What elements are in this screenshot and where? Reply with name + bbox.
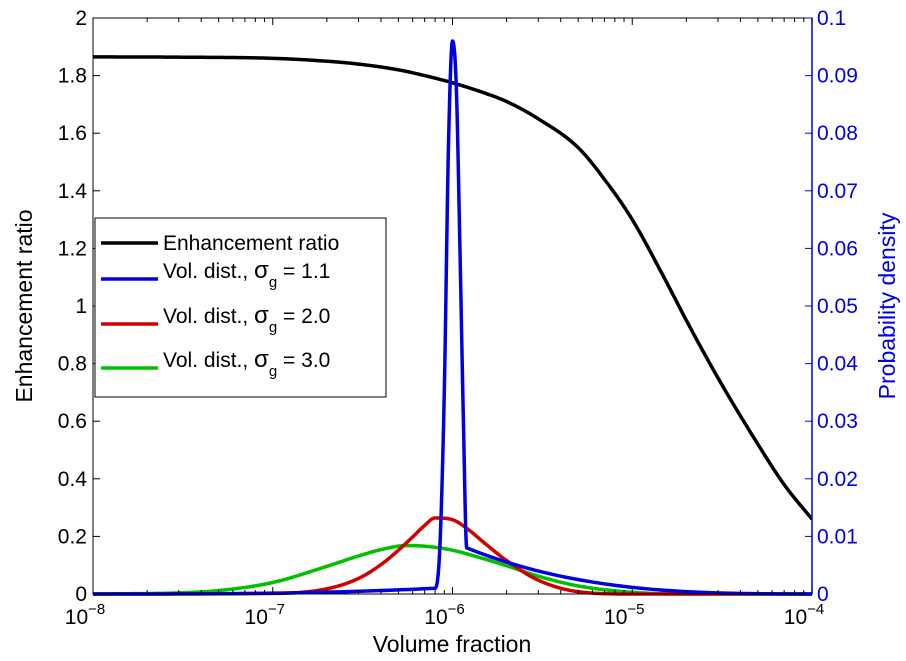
legend-label-1: Vol. dist., σg = 1.1 bbox=[163, 257, 330, 291]
x-tick-label-1: 10−7 bbox=[245, 601, 285, 629]
y-right-tick-label-1: 0.01 bbox=[817, 525, 858, 548]
x-axis: 10−8 10−7 10−6 10−5 10−4 bbox=[65, 18, 824, 629]
y-right-tick-label-2: 0.02 bbox=[817, 468, 858, 491]
y-left-tick-label-6: 1.2 bbox=[58, 237, 87, 260]
series-line-2 bbox=[93, 516, 812, 596]
series-line-3 bbox=[93, 543, 812, 596]
x-tick-label-0: 10−8 bbox=[65, 601, 105, 629]
x-tick-label-3: 10−5 bbox=[604, 601, 644, 629]
y-left-axis-title: Enhancement ratio bbox=[11, 209, 37, 402]
y-left-tick-label-9: 1.8 bbox=[58, 65, 87, 88]
series-layer bbox=[93, 39, 812, 596]
y-right-axis: 0 0.01 0.02 0.03 0.04 0.05 0.06 0.07 0.08 0.09 0.1 bbox=[805, 7, 858, 606]
y-right-tick-label-5: 0.05 bbox=[817, 295, 858, 318]
y-left-tick-label-1: 0.2 bbox=[58, 525, 87, 548]
y-right-tick-label-8: 0.08 bbox=[817, 122, 858, 145]
legend-label-3: Vol. dist., σg = 3.0 bbox=[163, 346, 330, 380]
y-right-tick-label-7: 0.07 bbox=[817, 180, 858, 203]
series-line-0 bbox=[93, 55, 812, 521]
y-right-tick-label-6: 0.06 bbox=[817, 237, 858, 260]
y-right-tick-label-9: 0.09 bbox=[817, 65, 858, 88]
y-left-axis: 0 0.2 0.4 0.6 0.8 1 1.2 1.4 1.6 1.8 2 bbox=[58, 7, 100, 606]
y-left-tick-label-10: 2 bbox=[75, 7, 87, 30]
series-line-1 bbox=[93, 39, 812, 596]
y-left-tick-label-3: 0.6 bbox=[58, 410, 87, 433]
x-tick-label-4: 10−4 bbox=[784, 601, 824, 629]
legend-label-0: Enhancement ratio bbox=[163, 232, 339, 255]
y-right-tick-label-0: 0 bbox=[817, 583, 829, 606]
y-left-tick-label-0: 0 bbox=[75, 583, 87, 606]
x-tick-label-2: 10−6 bbox=[424, 601, 464, 629]
y-right-tick-label-3: 0.03 bbox=[817, 410, 858, 433]
y-left-tick-label-7: 1.4 bbox=[58, 180, 88, 203]
y-left-tick-label-4: 0.8 bbox=[58, 353, 87, 376]
y-right-axis-title: Probability density bbox=[874, 212, 900, 399]
y-right-tick-label-10: 0.1 bbox=[817, 7, 846, 30]
y-left-tick-label-8: 1.6 bbox=[58, 122, 87, 145]
y-left-tick-label-2: 0.4 bbox=[58, 468, 88, 491]
y-left-tick-label-5: 1 bbox=[75, 295, 87, 318]
legend-label-2: Vol. dist., σg = 2.0 bbox=[163, 302, 330, 336]
x-axis-title: Volume fraction bbox=[373, 631, 532, 657]
y-right-tick-label-4: 0.04 bbox=[817, 353, 858, 376]
